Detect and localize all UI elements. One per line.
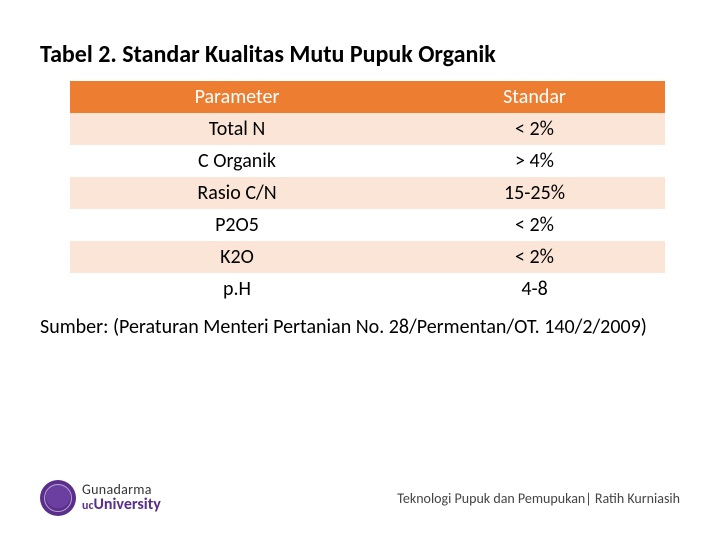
table-row: p.H 4-8 — [70, 273, 665, 305]
cell-param: K2O — [70, 241, 404, 273]
cell-param: p.H — [70, 273, 404, 305]
logo-text: Gunadarma ucUniversity — [82, 483, 161, 513]
cell-value: < 2% — [404, 113, 665, 145]
table-row: C Organik > 4% — [70, 145, 665, 177]
col-parameter: Parameter — [70, 81, 404, 113]
logo-prefix: uc — [82, 499, 93, 513]
cell-value: 4-8 — [404, 273, 665, 305]
table-title: Tabel 2. Standar Kualitas Mutu Pupuk Org… — [40, 40, 680, 69]
cell-value: < 2% — [404, 241, 665, 273]
logo-univ: University — [93, 495, 160, 514]
cell-value: < 2% — [404, 209, 665, 241]
table-row: Total N < 2% — [70, 113, 665, 145]
university-logo: Gunadarma ucUniversity — [40, 480, 161, 516]
table-row: K2O < 2% — [70, 241, 665, 273]
cell-param: P2O5 — [70, 209, 404, 241]
cell-value: > 4% — [404, 145, 665, 177]
logo-line2: ucUniversity — [82, 497, 161, 513]
cell-value: 15-25% — [404, 177, 665, 209]
cell-param: Total N — [70, 113, 404, 145]
col-standar: Standar — [404, 81, 665, 113]
table-row: Rasio C/N 15-25% — [70, 177, 665, 209]
footer-course-text: Teknologi Pupuk dan Pemupukan| Ratih Kur… — [397, 490, 680, 507]
table-row: P2O5 < 2% — [70, 209, 665, 241]
cell-param: Rasio C/N — [70, 177, 404, 209]
table-header-row: Parameter Standar — [70, 81, 665, 113]
cell-param: C Organik — [70, 145, 404, 177]
logo-badge-icon — [40, 480, 76, 516]
quality-standard-table: Parameter Standar Total N < 2% C Organik… — [70, 81, 665, 305]
source-citation: Sumber: (Peraturan Menteri Pertanian No.… — [40, 315, 680, 339]
slide: Tabel 2. Standar Kualitas Mutu Pupuk Org… — [0, 0, 720, 540]
footer: Gunadarma ucUniversity Teknologi Pupuk d… — [40, 480, 680, 516]
